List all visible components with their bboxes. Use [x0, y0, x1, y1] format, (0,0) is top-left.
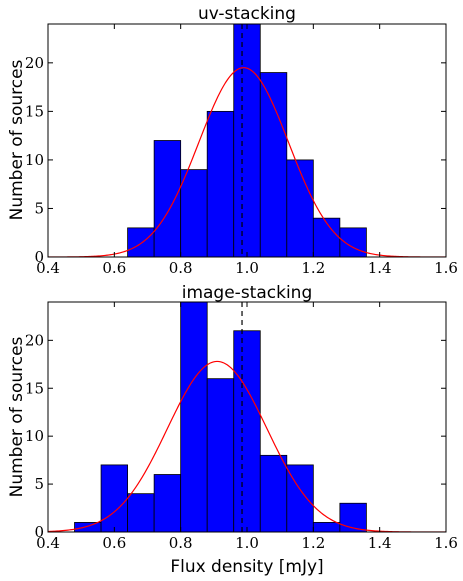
histogram-bar [206, 378, 235, 532]
bars-group [127, 24, 367, 257]
histogram-bar [206, 110, 235, 257]
panel-title: uv-stacking [198, 4, 296, 24]
y-tick-label: 15 [25, 102, 44, 120]
panel-image-stacking: image-stacking 0.4 0.6 0.8 1.0 1.2 1.4 1.6 0 5 1… [7, 283, 458, 577]
x-tick-label: 0.8 [169, 259, 193, 277]
x-tick-label: 0.8 [169, 534, 193, 552]
histogram-bar [339, 502, 367, 532]
y-tick-label: 0 [34, 523, 44, 541]
histogram-bar [339, 227, 367, 257]
histogram-bar [180, 169, 208, 257]
histogram-bar [312, 522, 341, 532]
x-tick-label: 0.6 [102, 259, 126, 277]
bars-group [74, 302, 367, 532]
x-tick-label: 1.6 [434, 534, 458, 552]
x-tick-label: 1.4 [368, 259, 392, 277]
x-tick-label: 1.2 [301, 534, 325, 552]
x-tick-label: 1.4 [368, 534, 392, 552]
x-tick-label: 1.2 [301, 259, 325, 277]
x-tick-label: 1.0 [235, 534, 259, 552]
histogram-bar [286, 159, 314, 257]
histogram-bar [127, 227, 155, 257]
y-tick-label: 5 [34, 475, 44, 493]
y-tick-label: 10 [25, 151, 44, 169]
x-tick-label: 0.4 [36, 534, 60, 552]
histogram-bar [233, 24, 261, 257]
x-tick-label: 1.6 [434, 259, 458, 277]
y-axis-label: Number of sources [7, 336, 27, 497]
y-tick-label: 10 [25, 427, 44, 445]
y-tick-label: 15 [25, 379, 44, 397]
y-tick-label: 20 [25, 331, 44, 349]
histogram-bar [153, 140, 182, 257]
y-axis-label: Number of sources [7, 59, 27, 220]
histogram-bar [286, 464, 314, 532]
histogram-bar [153, 474, 182, 532]
y-tick-label: 5 [34, 199, 44, 217]
histogram-bar [259, 454, 288, 532]
x-axis: 0.4 0.6 0.8 1.0 1.2 1.4 1.6 [36, 24, 458, 277]
x-axis: 0.4 0.6 0.8 1.0 1.2 1.4 1.6 [36, 302, 458, 552]
histogram-bar [233, 330, 261, 532]
panel-uv-stacking: uv-stacking 0.4 0.6 0.8 1.0 1.2 1.4 1.6 0 5 10 15… [7, 4, 458, 277]
x-tick-label: 1.0 [235, 259, 259, 277]
histogram-bar [127, 493, 155, 532]
y-axis: 0 5 10 15 20 [25, 331, 446, 541]
y-tick-label: 0 [34, 248, 44, 266]
y-tick-label: 20 [25, 54, 44, 72]
histogram-bar [312, 217, 341, 257]
histogram-bar [180, 302, 208, 532]
x-axis-label: Flux density [mJy] [170, 557, 323, 577]
panel-title: image-stacking [182, 283, 313, 303]
x-tick-label: 0.6 [102, 534, 126, 552]
histogram-bar [100, 464, 128, 532]
x-tick-label: 0.4 [36, 259, 60, 277]
histogram-bar [259, 72, 288, 257]
histogram-bar [74, 522, 102, 532]
y-axis: 0 5 10 15 20 [25, 54, 446, 266]
